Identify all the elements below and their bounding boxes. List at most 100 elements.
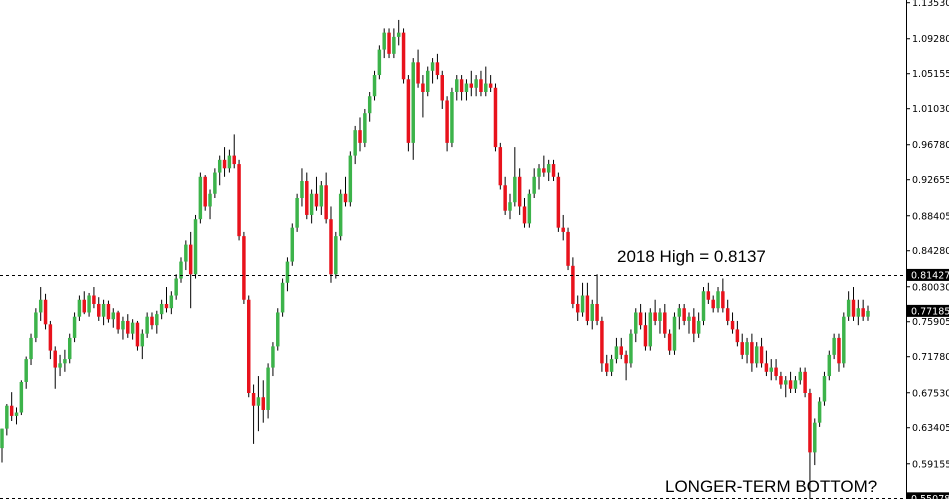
y-tick-label: 0.92655 bbox=[912, 175, 949, 186]
candle-body-up bbox=[38, 299, 43, 313]
candle-body-down bbox=[82, 299, 86, 313]
candle bbox=[266, 363, 270, 419]
candle bbox=[377, 45, 382, 80]
candle bbox=[503, 176, 507, 215]
candle-body-up bbox=[155, 314, 159, 326]
candle bbox=[851, 287, 856, 321]
candle bbox=[677, 303, 682, 330]
candle bbox=[164, 287, 169, 313]
candle-body-up bbox=[0, 428, 4, 449]
candle bbox=[484, 66, 488, 97]
candle-body-up bbox=[367, 96, 372, 114]
candle bbox=[575, 295, 580, 321]
candle-body-up bbox=[677, 308, 682, 317]
candle bbox=[619, 337, 624, 360]
candle bbox=[314, 176, 319, 211]
candle-body-up bbox=[334, 236, 338, 275]
candle bbox=[648, 308, 653, 351]
candle-body-up bbox=[338, 193, 343, 237]
candle bbox=[256, 376, 261, 432]
candle-body-up bbox=[14, 412, 19, 416]
candle bbox=[716, 287, 720, 313]
candle bbox=[19, 380, 24, 416]
y-tick-label: 1.01030 bbox=[912, 104, 949, 115]
candle bbox=[58, 354, 62, 377]
candle bbox=[430, 58, 435, 84]
candle-body-up bbox=[846, 299, 851, 317]
candle-body-up bbox=[784, 380, 788, 385]
price-badges: 0.81427 0.77185 0.55078 bbox=[907, 268, 949, 499]
candle-body-up bbox=[363, 113, 367, 143]
annotation-2018-high: 2018 High = 0.8137 bbox=[617, 247, 766, 266]
candle-body-down bbox=[135, 322, 140, 347]
y-tick-label: 0.59155 bbox=[912, 459, 949, 470]
candle bbox=[246, 295, 251, 398]
candle-body-up bbox=[208, 193, 212, 207]
candle-body-up bbox=[198, 176, 203, 220]
candle-body-down bbox=[92, 295, 96, 304]
candle bbox=[285, 257, 290, 292]
candle-body-down bbox=[232, 155, 236, 165]
candle-body-down bbox=[605, 363, 609, 372]
candle-body-up bbox=[169, 295, 174, 309]
candle-body-up bbox=[546, 164, 551, 173]
candle-body-up bbox=[372, 75, 377, 97]
candle bbox=[759, 337, 764, 368]
candle-body-up bbox=[256, 397, 261, 406]
candle-body-up bbox=[856, 308, 861, 317]
price-badge-label: 0.55078 bbox=[911, 494, 949, 499]
candle-body-down bbox=[740, 342, 744, 355]
candle bbox=[788, 371, 793, 394]
candle bbox=[227, 149, 232, 173]
candle-body-up bbox=[19, 381, 24, 413]
candle bbox=[97, 297, 101, 321]
candle bbox=[411, 58, 415, 160]
candle-body-up bbox=[77, 299, 82, 317]
candle-body-up bbox=[827, 354, 832, 377]
candle bbox=[822, 371, 827, 406]
candle bbox=[343, 176, 348, 207]
candle-body-down bbox=[459, 79, 464, 92]
candle bbox=[813, 418, 817, 466]
candle bbox=[72, 312, 77, 343]
candle bbox=[537, 164, 541, 190]
candle bbox=[667, 329, 672, 355]
candle-body-down bbox=[750, 342, 754, 364]
candle-body-down bbox=[663, 312, 667, 334]
candle bbox=[106, 300, 111, 323]
candle bbox=[692, 308, 696, 343]
candle-body-down bbox=[566, 231, 570, 266]
candle-body-down bbox=[503, 185, 507, 211]
candle bbox=[745, 337, 749, 364]
candle bbox=[517, 168, 522, 215]
candle-body-down bbox=[188, 244, 193, 275]
candle-body-down bbox=[692, 316, 696, 334]
candle bbox=[111, 308, 116, 328]
candle bbox=[217, 155, 222, 186]
candle bbox=[754, 342, 759, 368]
candle-body-up bbox=[353, 130, 357, 156]
y-tick-label: 0.63405 bbox=[912, 423, 949, 434]
candle bbox=[571, 257, 575, 309]
candle-body-up bbox=[87, 295, 91, 313]
candle bbox=[832, 333, 836, 360]
candle bbox=[658, 308, 662, 334]
candle-body-down bbox=[575, 303, 580, 313]
candle bbox=[827, 350, 832, 381]
candle bbox=[155, 310, 159, 334]
y-tick-label: 0.96780 bbox=[912, 140, 949, 151]
y-tick-label: 0.80030 bbox=[912, 282, 949, 293]
candle-body-down bbox=[314, 193, 319, 207]
candle-body-up bbox=[111, 312, 116, 320]
candles-layer bbox=[0, 19, 870, 499]
candle-body-up bbox=[430, 62, 435, 71]
candle-body-down bbox=[237, 164, 241, 237]
candle-body-down bbox=[730, 320, 735, 330]
candle-body-up bbox=[285, 261, 290, 283]
candle bbox=[817, 397, 822, 427]
candle bbox=[764, 350, 769, 377]
candle bbox=[130, 319, 135, 340]
y-tick-label: 0.88405 bbox=[912, 211, 949, 222]
candle-body-down bbox=[445, 100, 449, 143]
candle bbox=[846, 291, 851, 321]
